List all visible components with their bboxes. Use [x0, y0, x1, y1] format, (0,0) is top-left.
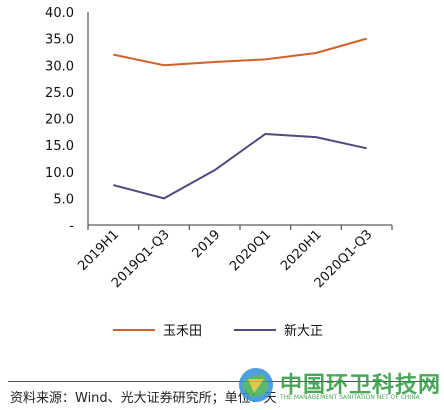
- y-tick-label: 40.0: [45, 6, 74, 21]
- watermark-text: 中国环卫科技网: [280, 373, 442, 398]
- watermark-globe-icon: [239, 368, 273, 402]
- y-tick-label: 35.0: [45, 33, 74, 48]
- y-tick-label: 20.0: [45, 113, 74, 128]
- x-tick-label: 2020Q1: [227, 227, 274, 274]
- watermark: 中国环卫科技网 THE MANAGEMENT SANITATION NET OF…: [236, 365, 442, 407]
- y-tick-label: 25.0: [45, 86, 74, 101]
- series-lines: [113, 37, 367, 200]
- watermark-subtext: THE MANAGEMENT SANITATION NET OF CHINA: [280, 394, 420, 401]
- x-tick-label: 2020H1: [278, 227, 325, 274]
- x-tick-label: 2019H1: [75, 227, 122, 274]
- y-tick-label: 10.0: [45, 166, 74, 181]
- legend-label: 玉禾田: [163, 324, 202, 339]
- legend: 玉禾田 新大正: [113, 323, 323, 339]
- legend-label: 新大正: [284, 323, 323, 339]
- source-divider: [8, 381, 436, 382]
- y-tick-label: 30.0: [45, 59, 74, 74]
- series-line-2: [113, 132, 367, 200]
- y-axis-ticks: 40.0 35.0 30.0 25.0 20.0 15.0 10.0 5.0 -: [45, 6, 74, 234]
- line-chart: 40.0 35.0 30.0 25.0 20.0 15.0 10.0 5.0 - 2019H1 2…: [45, 6, 393, 339]
- y-tick-label: 5.0: [53, 192, 74, 207]
- x-tick-label: 2019: [189, 227, 223, 261]
- series-line-1: [113, 37, 367, 67]
- y-tick-label: 15.0: [45, 139, 74, 154]
- source-note: 资料来源：Wind、光大证券研究所；单位：天: [10, 391, 277, 406]
- y-tick-label: -: [69, 219, 74, 234]
